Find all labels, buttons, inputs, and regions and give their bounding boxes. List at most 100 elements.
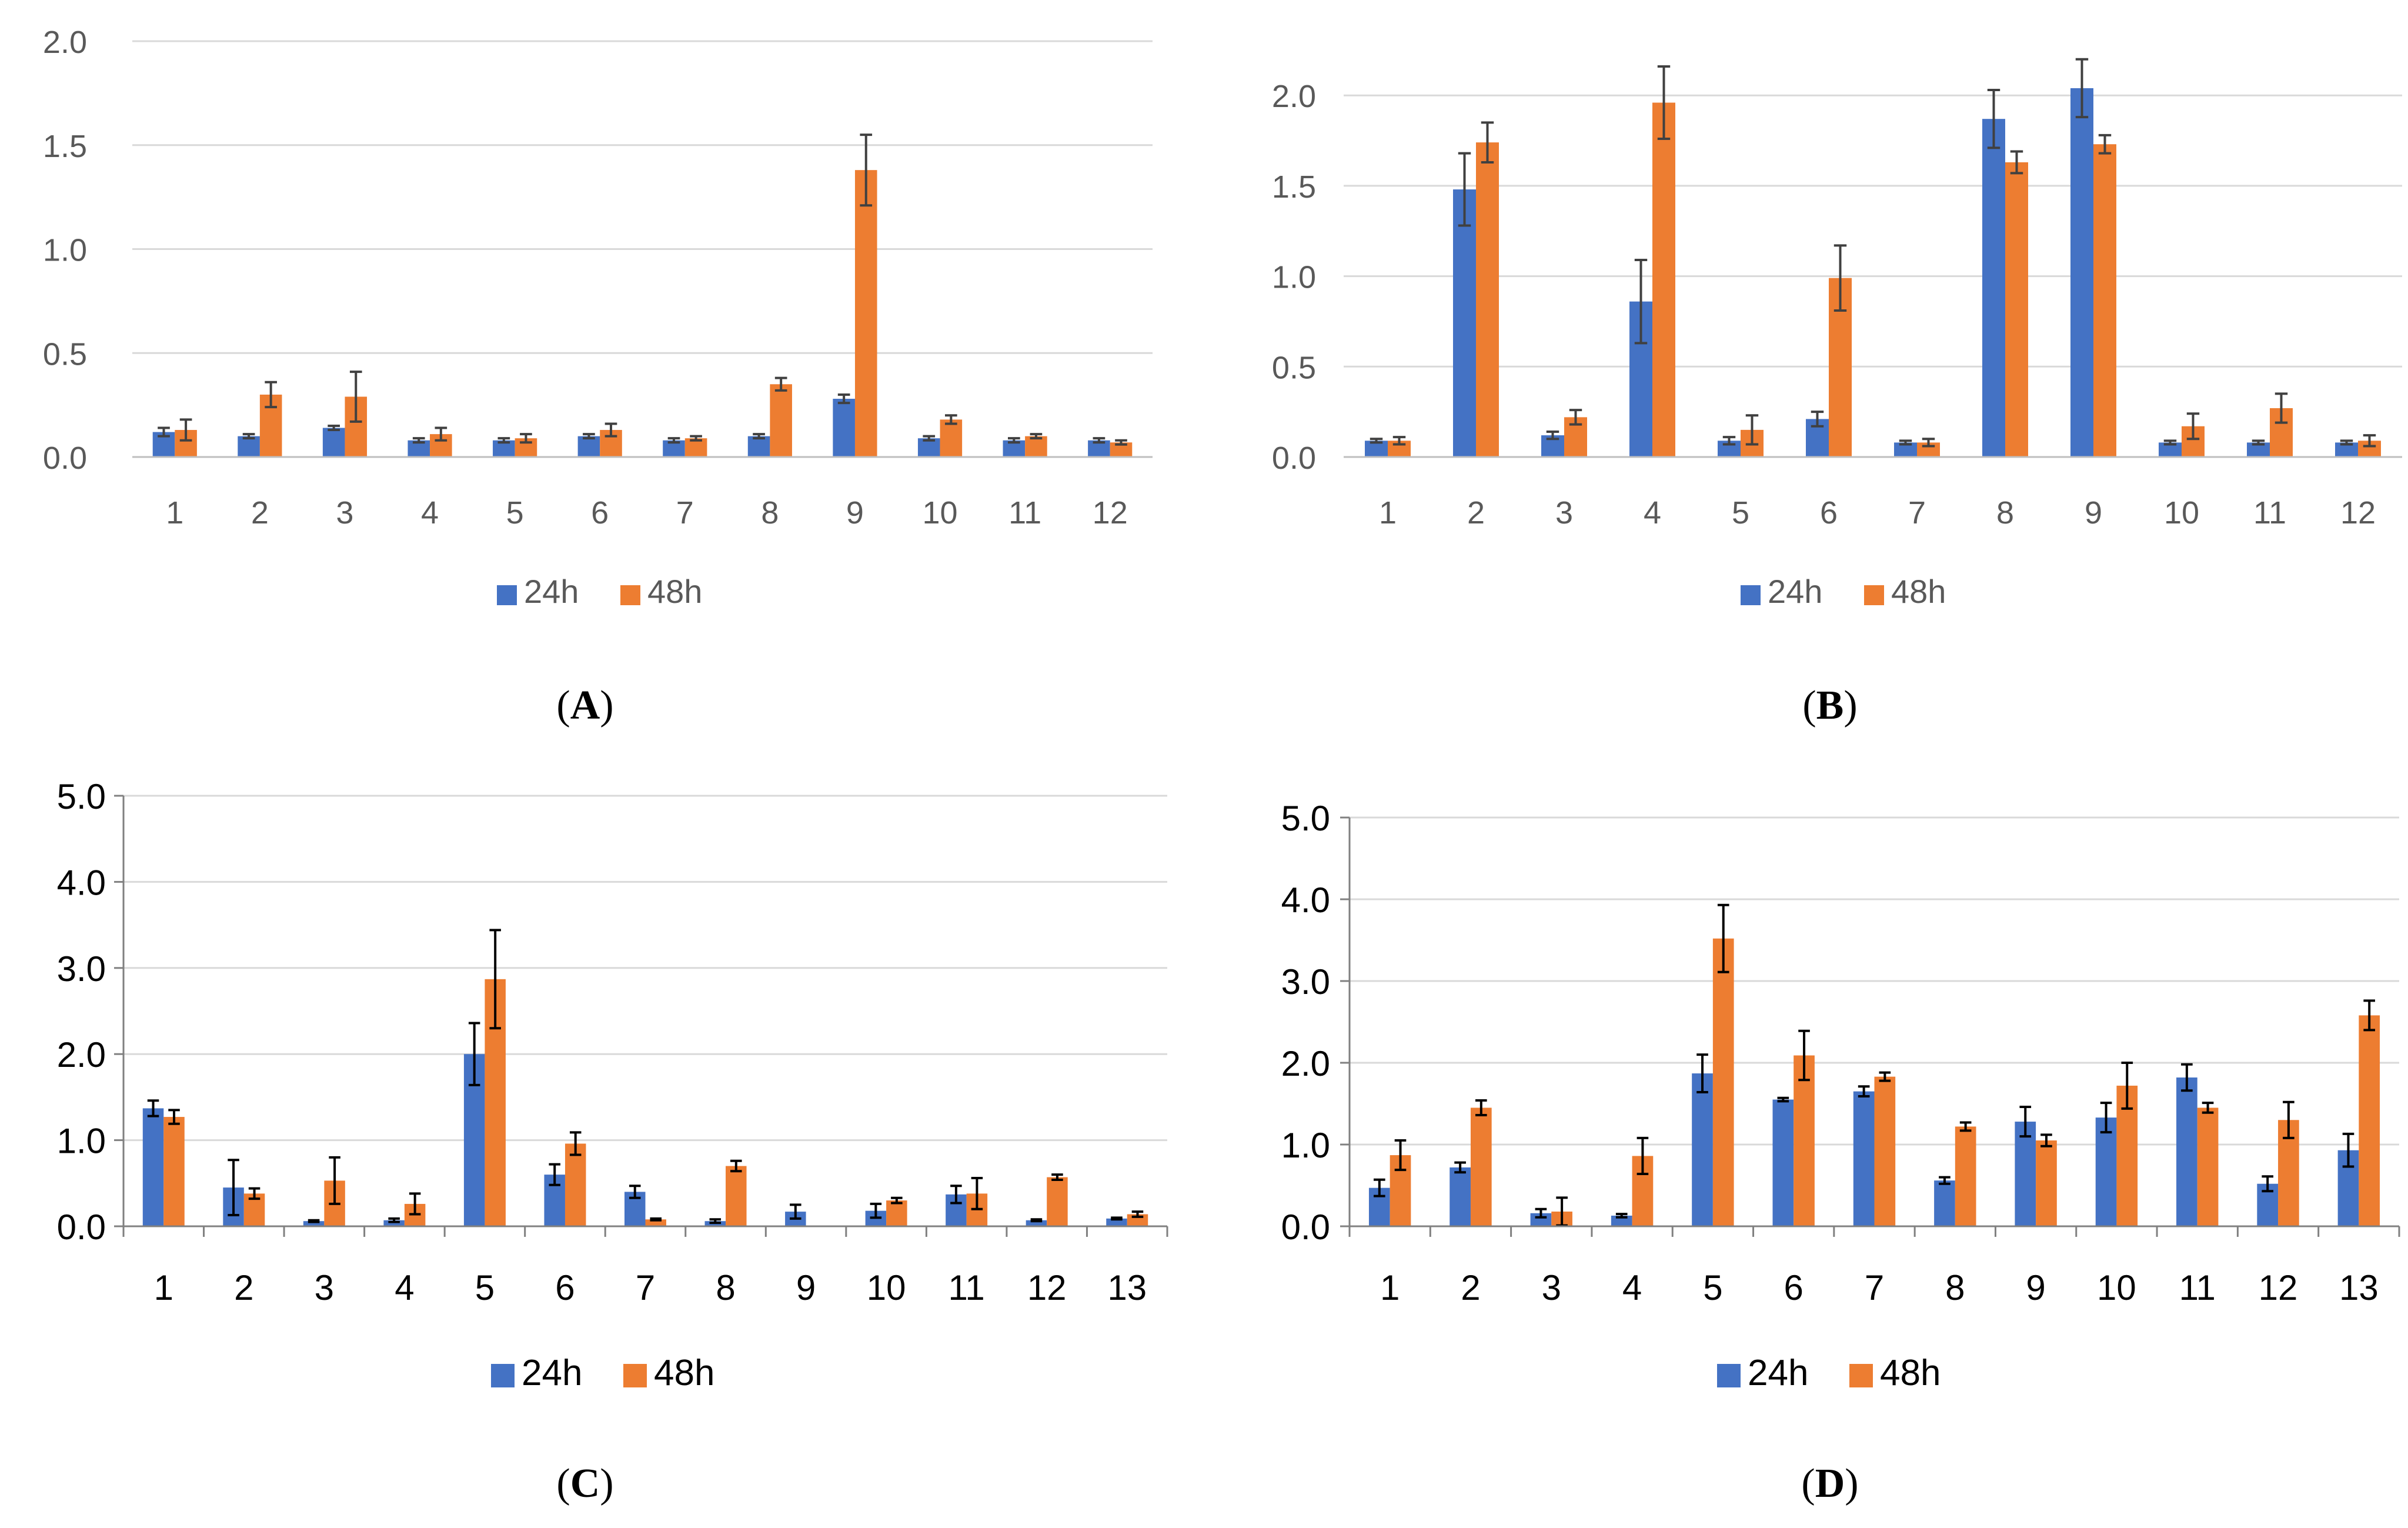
x-tick-label: 4 (421, 495, 439, 531)
legend-swatch-24h (497, 585, 517, 605)
caption-b: (B) (1802, 683, 1857, 728)
error-bar-48h-5 (520, 433, 532, 444)
error-bar-24h-12 (2340, 439, 2353, 446)
legend-label-48h: 48h (1880, 1353, 1941, 1393)
bar-48h-2 (1470, 1107, 1492, 1226)
error-bar-24h-13 (2342, 1132, 2354, 1168)
error-bar-48h-9 (2098, 134, 2112, 155)
error-bar-48h-10 (2121, 1062, 2133, 1110)
error-bar-24h-11 (1007, 437, 1020, 444)
bar-24h-1 (142, 1108, 164, 1226)
x-tick-label: 9 (796, 1268, 816, 1307)
error-bar-24h-1 (1370, 438, 1383, 444)
error-bar-48h-9 (2040, 1133, 2052, 1147)
y-tick-label: 5.0 (57, 777, 106, 816)
bar-24h-2 (1450, 1167, 1471, 1226)
bar-48h-9 (854, 170, 877, 457)
error-bar-24h-4 (1634, 258, 1648, 345)
error-bar-24h-5 (1696, 1053, 1708, 1094)
x-tick-label: 12 (2259, 1268, 2298, 1307)
x-tick-label: 5 (506, 495, 524, 531)
x-tick-label: 5 (475, 1268, 495, 1307)
error-bar-24h-8 (709, 1218, 722, 1225)
legend-label-24h: 24h (1768, 573, 1822, 610)
error-bar-24h-2 (242, 433, 255, 440)
x-tick-label: 7 (676, 495, 694, 531)
bar-24h-3 (322, 428, 345, 457)
legend-label-24h: 24h (524, 573, 579, 610)
x-tick-label: 5 (1703, 1268, 1722, 1307)
bar-24h-9 (833, 399, 855, 457)
x-tick-label: 1 (166, 495, 183, 531)
error-bar-48h-11 (2202, 1102, 2214, 1114)
error-bar-48h-2 (1481, 121, 1494, 164)
y-tick-label: 2.0 (1272, 79, 1316, 114)
legend-label-48h: 48h (1891, 573, 1946, 610)
error-bar-48h-6 (569, 1131, 582, 1156)
panel-d-chart: 0.01.02.03.04.05.01 2 3 4 5 6 7 8 9 10 11 12 13 24h … (1281, 799, 2400, 1506)
error-bar-48h-5 (1745, 414, 1759, 446)
error-bar-24h-4 (388, 1217, 400, 1223)
x-tick-label: 1 (154, 1268, 173, 1307)
x-tick-label: 10 (2164, 495, 2199, 531)
bar-24h-12 (1026, 1220, 1047, 1226)
bar-24h-11 (2176, 1077, 2197, 1226)
error-bar-48h-13 (2363, 999, 2376, 1032)
x-tick-label: 12 (2340, 495, 2376, 531)
error-bar-24h-12 (1093, 437, 1106, 444)
x-tick-label: 4 (395, 1268, 414, 1307)
error-bar-48h-7 (1879, 1071, 1891, 1082)
legend: 24h 48h (491, 1353, 714, 1393)
x-tick-label: 1 (1380, 1268, 1400, 1307)
bar-48h-7 (645, 1219, 666, 1226)
panel-a-chart: 0.00.51.01.52.01 2 3 4 5 6 7 8 9 10 11 12 24h 48h (… (43, 25, 1153, 728)
bar-24h-4 (383, 1220, 405, 1226)
error-bar-48h-1 (1394, 1139, 1407, 1172)
error-bar-24h-11 (2252, 439, 2265, 446)
error-bar-48h-8 (730, 1159, 742, 1173)
bar-48h-10 (886, 1200, 907, 1226)
bar-24h-9 (2015, 1122, 2036, 1226)
x-tick-label: 3 (1555, 495, 1573, 531)
error-bar-48h-10 (891, 1196, 903, 1205)
bar-48h-8 (770, 384, 792, 457)
y-tick-label: 2.0 (57, 1035, 106, 1075)
error-bar-48h-12 (1051, 1173, 1063, 1181)
error-bar-48h-12 (2283, 1100, 2295, 1139)
legend-label-24h: 24h (522, 1353, 582, 1393)
bar-48h-7 (1874, 1076, 1896, 1226)
error-bar-48h-12 (2363, 434, 2376, 448)
error-bar-48h-2 (1475, 1099, 1487, 1116)
error-bar-48h-8 (2010, 150, 2023, 175)
legend-swatch-48h (1864, 585, 1884, 605)
error-bar-48h-4 (1636, 1136, 1649, 1176)
y-tick-label: 0.0 (57, 1207, 106, 1247)
x-tick-label: 2 (251, 495, 269, 531)
error-bar-24h-1 (147, 1099, 159, 1117)
error-bar-24h-5 (468, 1022, 480, 1086)
bar-24h-5 (1692, 1073, 1713, 1226)
error-bar-48h-5 (1717, 903, 1729, 973)
error-bar-24h-3 (1535, 1207, 1547, 1219)
error-bar-24h-7 (1858, 1085, 1870, 1097)
bar-24h-8 (747, 436, 770, 457)
panel-b-chart: 0.00.51.01.52.01 2 3 4 5 6 7 8 9 10 11 12 24h 48h (… (1272, 58, 2402, 728)
error-bar-48h-3 (329, 1156, 340, 1205)
legend: 24h 48h (1741, 573, 1946, 610)
x-tick-label: 2 (1467, 495, 1485, 531)
y-tick-label: 5.0 (1281, 799, 1330, 838)
error-bar-48h-7 (650, 1217, 662, 1222)
bar-48h-4 (1652, 102, 1675, 457)
caption-c: (C) (556, 1461, 613, 1506)
legend-swatch-48h (1849, 1364, 1873, 1387)
error-bar-24h-6 (1811, 411, 1824, 428)
bar-24h-6 (577, 436, 600, 457)
error-bar-24h-5 (1722, 436, 1736, 446)
y-tick-label: 4.0 (57, 863, 106, 902)
bar-48h-2 (1476, 142, 1499, 457)
x-tick-label: 8 (761, 495, 779, 531)
y-tick-label: 1.5 (43, 129, 87, 164)
bar-24h-8 (1982, 119, 2005, 458)
legend-label-24h: 24h (1748, 1353, 1808, 1393)
